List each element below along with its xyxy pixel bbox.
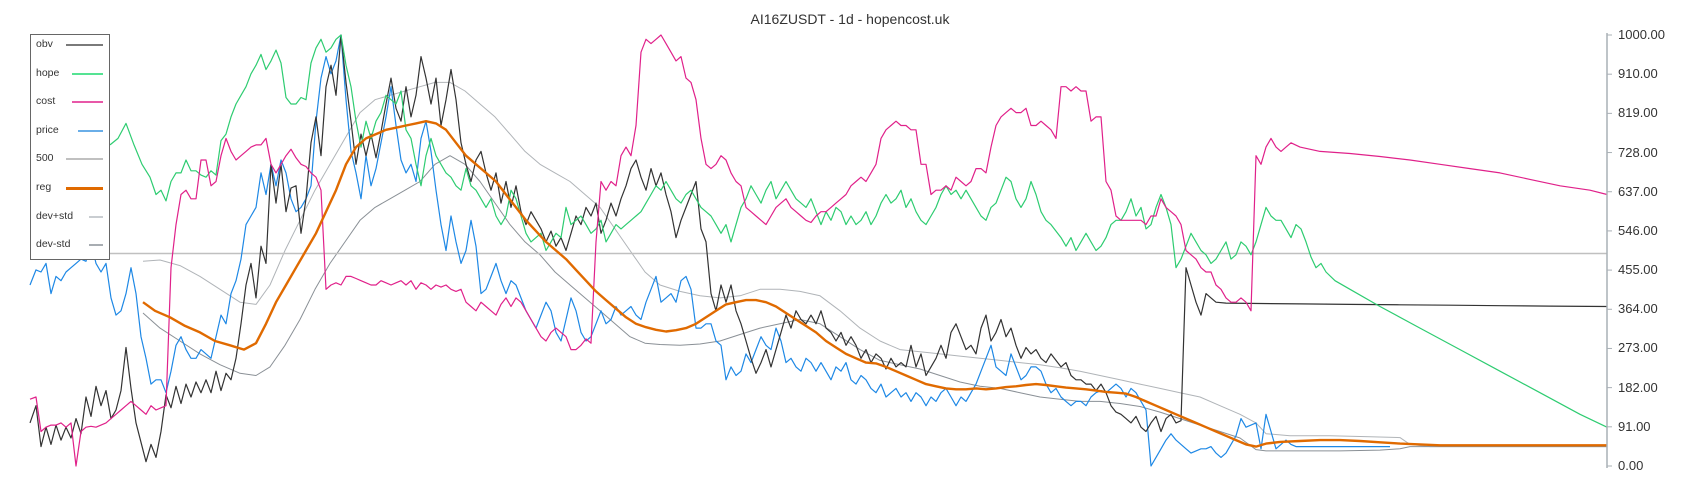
legend-swatch-line — [71, 101, 103, 103]
legend-item-price: price — [36, 123, 59, 137]
legend-item-500: 500 — [36, 151, 54, 165]
legend-swatch-line — [89, 244, 103, 246]
legend-swatch-line — [65, 158, 103, 160]
y-tick-label: 364.00 — [1618, 301, 1658, 317]
y-tick-label: 1000.00 — [1618, 27, 1665, 42]
y-tick-label: 91.00 — [1618, 418, 1651, 434]
legend-swatch-line — [71, 73, 103, 75]
y-tick-label: 910.00 — [1618, 66, 1658, 82]
series-dev-std-line — [142, 81, 1607, 448]
series-hope-line — [109, 34, 1608, 428]
legend-item-dev-std: dev+std — [36, 209, 73, 223]
legend-label: hope — [36, 67, 60, 79]
legend-label: cost — [36, 95, 56, 107]
y-tick-label: 819.00 — [1618, 105, 1658, 121]
legend-item-reg: reg — [36, 180, 51, 194]
legend-item-cost: cost — [36, 94, 55, 108]
legend-label: 500 — [36, 152, 54, 164]
legend: obv hope cost price 500 reg dev+std dev-std — [30, 34, 110, 260]
chart-title: AI16ZUSDT - 1d - hopencost.uk — [750, 11, 950, 27]
y-tick-label: 728.00 — [1618, 144, 1658, 160]
legend-label: obv — [36, 38, 53, 50]
y-tick-label: 0.00 — [1618, 458, 1644, 473]
legend-label: dev-std — [36, 238, 71, 250]
y-tick-label: 182.00 — [1618, 379, 1658, 395]
series-dev-std-line — [142, 155, 1607, 452]
legend-label: price — [36, 124, 59, 136]
y-tick-label: 546.00 — [1618, 222, 1658, 238]
legend-item-dev-std: dev-std — [36, 237, 70, 251]
legend-swatch-line — [89, 216, 103, 218]
legend-label: reg — [36, 181, 52, 193]
legend-label: dev+std — [36, 210, 74, 222]
legend-item-hope: hope — [36, 66, 59, 80]
series-cost-line — [29, 34, 1608, 467]
y-tick-label: 455.00 — [1618, 262, 1658, 278]
legend-swatch-line — [65, 187, 103, 190]
legend-swatch-line — [65, 44, 103, 46]
series-reg-line — [142, 119, 1607, 448]
series-layer — [29, 34, 1608, 467]
legend-swatch-line — [78, 130, 103, 132]
series-obv-line — [29, 34, 1608, 463]
y-tick-label: 637.00 — [1618, 183, 1658, 199]
legend-item-obv: obv — [36, 37, 53, 51]
y-axis — [1606, 33, 1612, 468]
y-tick-label: 273.00 — [1618, 340, 1658, 356]
